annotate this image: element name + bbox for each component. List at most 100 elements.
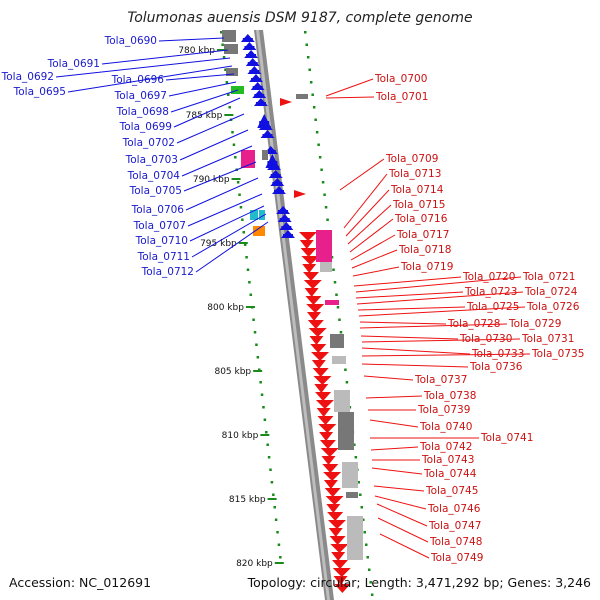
tick-lane-left (273, 506, 276, 509)
tick-lane-left (220, 31, 223, 34)
plus-strand-gene-arrow (307, 312, 322, 321)
plus-strand-leader-line (357, 306, 466, 311)
plus-strand-gene-label: Tola_0719 (400, 261, 453, 273)
tick-lane-right (353, 443, 356, 446)
tick-lane-right (370, 593, 374, 596)
plus-strand-gene-label: Tola_0700 (374, 73, 427, 85)
plus-strand-gene-label: Tola_0717 (396, 229, 449, 241)
plus-strand-gene-arrow (325, 496, 344, 505)
minus-strand-gene-label: Tola_0704 (127, 170, 181, 182)
plus-strand-gene-label: Tola_0723 (464, 286, 517, 298)
tick-lane-left (272, 493, 275, 496)
tick-lane-right (333, 281, 337, 284)
minus-strand-gene-body (251, 78, 262, 82)
cog-category-box (226, 68, 238, 76)
cog-category-box (338, 412, 354, 450)
plus-strand-gene-arrow (303, 280, 322, 289)
cog-category-box (222, 30, 236, 42)
plus-strand-gene-arrow (329, 536, 346, 545)
plus-strand-gene-label: Tola_0736 (469, 361, 523, 373)
tick-lane-left (232, 143, 236, 146)
tick-lane-left (224, 68, 227, 71)
cog-category-box (332, 356, 346, 364)
minus-strand-gene-label: Tola_0710 (135, 235, 188, 247)
minus-strand-gene-body (272, 182, 283, 186)
minus-strand-gene-label: Tola_0690 (104, 35, 157, 47)
plus-strand-gene-arrow (323, 480, 338, 489)
plus-strand-gene-label: Tola_0743 (421, 454, 474, 466)
kbp-tick-label: 780 kbp (178, 46, 215, 56)
plus-strand-gene-arrow (294, 190, 306, 198)
tick-lane-left (263, 418, 267, 421)
plus-strand-gene-arrow (320, 448, 339, 457)
minus-strand-leader-line (158, 37, 225, 42)
cog-category-box (250, 210, 258, 220)
tick-lane-right (357, 481, 361, 484)
plus-strand-gene-label: Tola_0725 (466, 301, 519, 313)
minus-strand-leader-line (165, 73, 235, 81)
plus-strand-gene-label: Tola_0737 (414, 374, 467, 386)
accession-text: Accession: NC_012691 (9, 575, 151, 590)
minus-strand-gene-body (279, 218, 290, 222)
minus-strand-leader-line (170, 89, 239, 113)
plus-strand-gene-label: Tola_0716 (394, 213, 448, 225)
tick-lane-left (234, 156, 237, 159)
tick-lane-left (231, 131, 234, 134)
plus-strand-gene-label: Tola_0728 (447, 318, 500, 330)
plus-strand-gene-arrow (301, 256, 320, 265)
tick-lane-left (265, 431, 268, 434)
plus-strand-gene-arrow (322, 464, 339, 473)
plus-strand-leader-line (371, 467, 423, 475)
minus-strand-gene-body (262, 134, 273, 138)
minus-strand-gene-label: Tola_0711 (137, 251, 190, 263)
tick-lane-right (318, 156, 322, 159)
plus-strand-gene-label: Tola_0742 (419, 441, 472, 453)
tick-lane-left (253, 331, 257, 334)
plus-strand-gene-arrow (313, 376, 332, 385)
plus-strand-gene-arrow (307, 320, 324, 329)
cog-category-box (330, 334, 344, 348)
minus-strand-leader-line (181, 145, 253, 177)
tick-lane-left (222, 56, 226, 59)
plus-strand-gene-arrow (314, 384, 329, 393)
plus-strand-gene-label: Tola_0731 (521, 333, 574, 345)
plus-strand-gene-label: Tola_0729 (508, 318, 561, 330)
plus-strand-leader-line (347, 204, 392, 245)
tick-lane-left (239, 206, 243, 209)
kbp-tick-label: 785 kbp (186, 111, 223, 121)
plus-strand-gene-label: Tola_0746 (427, 503, 481, 515)
tick-lane-left (256, 356, 260, 359)
plus-strand-leader-line (325, 78, 374, 97)
plus-strand-leader-line (325, 96, 375, 99)
plus-strand-leader-line (379, 533, 430, 559)
minus-strand-gene-body (254, 94, 265, 98)
plus-strand-gene-arrow (334, 584, 351, 593)
minus-strand-leader-line (179, 129, 249, 161)
genome-summary-text: Topology: circular; Length: 3,471,292 bp… (247, 575, 591, 590)
minus-strand-gene-body (252, 86, 263, 90)
plus-strand-gene-label: Tola_0730 (459, 333, 512, 345)
cog-category-box (320, 262, 332, 272)
minus-strand-gene-body (265, 150, 276, 154)
plus-strand-gene-arrow (319, 432, 334, 441)
kbp-tick-label: 795 kbp (200, 239, 237, 249)
tick-lane-right (335, 293, 338, 296)
plus-strand-gene-label: Tola_0715 (392, 199, 445, 211)
minus-strand-gene-body (242, 38, 253, 42)
cog-category-box (316, 230, 332, 262)
tick-lane-right (314, 118, 317, 121)
tick-lane-right (320, 168, 323, 171)
plus-strand-leader-line (359, 321, 447, 325)
tick-lane-left (241, 218, 244, 221)
plus-strand-gene-arrow (327, 520, 346, 529)
tick-lane-right (366, 556, 369, 559)
plus-strand-leader-line (358, 306, 526, 317)
minus-strand-gene-label: Tola_0706 (131, 204, 185, 216)
minus-strand-gene-body (278, 210, 289, 214)
tick-lane-right (312, 106, 316, 109)
tick-lane-left (221, 43, 224, 46)
plus-strand-gene-arrow (300, 248, 317, 257)
plus-strand-gene-arrow (323, 472, 342, 481)
